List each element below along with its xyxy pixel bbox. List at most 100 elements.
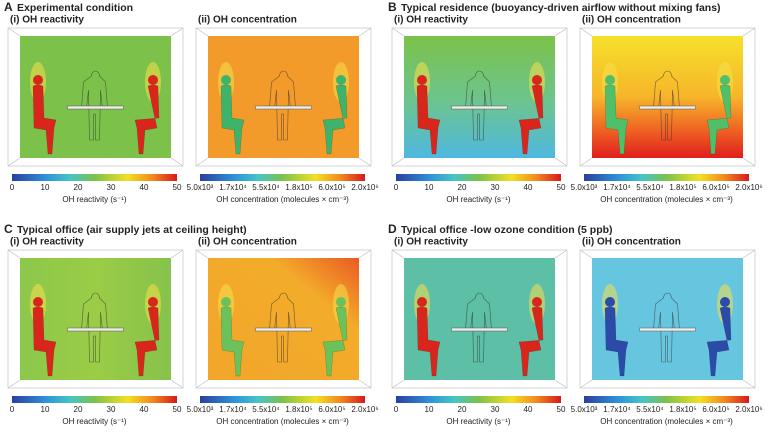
colorbar-label: OH concentration (molecules × cm⁻³) [216, 195, 349, 204]
colorbar-label: OH concentration (molecules × cm⁻³) [216, 417, 349, 426]
table [451, 327, 508, 332]
simulation-image [195, 249, 372, 389]
colorbar-tick-label: 0 [10, 405, 15, 414]
person [416, 306, 441, 377]
simulation-image [391, 27, 568, 167]
colorbar-tick-label: 2.0x10⁶ [351, 405, 378, 414]
subplot-label: (i) OH reactivity [394, 237, 468, 248]
head [605, 75, 615, 85]
table [67, 105, 124, 110]
colorbar-tick-label: 5.5x10⁴ [636, 405, 664, 414]
colorbar-tick-label: 1.8x10⁵ [285, 183, 312, 192]
person [604, 306, 629, 377]
simulation-image [7, 249, 184, 389]
colorbar-tick-label: 1.8x10⁵ [285, 405, 312, 414]
colorbar-tick-label: 10 [425, 405, 434, 414]
colorbar-tick-label: 1.7x10⁴ [603, 183, 631, 192]
room-edges [391, 249, 568, 389]
person [220, 306, 245, 377]
colorbar-tick-label: 50 [173, 183, 182, 192]
head [720, 297, 730, 307]
colorbar-tick-label: 0 [394, 183, 399, 192]
colorbar-tick-label: 2.0x10⁶ [735, 183, 762, 192]
colorbar [12, 174, 177, 181]
head [605, 297, 615, 307]
head [221, 297, 231, 307]
colorbar-tick-label: 6.0x10⁵ [318, 183, 345, 192]
colorbar-tick-label: 40 [140, 183, 149, 192]
subplot-label: (ii) OH concentration [582, 15, 681, 26]
simulation-image [579, 27, 756, 167]
head [417, 75, 427, 85]
panel-letter: D [388, 222, 397, 236]
colorbar-tick-label: 5.0x10³ [187, 183, 214, 192]
colorbar-label: OH reactivity (s⁻¹) [446, 417, 511, 426]
colorbar-tick-label: 20 [74, 405, 83, 414]
colorbar-tick-label: 6.0x10⁵ [702, 405, 729, 414]
head [148, 297, 158, 307]
colorbar-tick-label: 2.0x10⁶ [735, 405, 762, 414]
person [416, 84, 441, 155]
head [336, 297, 346, 307]
colorbar-tick-label: 10 [41, 183, 50, 192]
colorbar-tick-label: 50 [557, 183, 566, 192]
colorbar-tick-label: 1.8x10⁵ [669, 183, 696, 192]
colorbar-tick-label: 50 [173, 405, 182, 414]
colorbar-label: OH concentration (molecules × cm⁻³) [600, 417, 733, 426]
colorbar-tick-label: 2.0x10⁶ [351, 183, 378, 192]
person [220, 84, 245, 155]
table [639, 327, 696, 332]
colorbar-tick-label: 40 [140, 405, 149, 414]
head [33, 297, 43, 307]
person [604, 84, 629, 155]
person [706, 306, 732, 377]
colorbar [12, 396, 177, 403]
colorbar-tick-label: 1.7x10⁴ [603, 405, 631, 414]
head [532, 75, 542, 85]
colorbar-tick-label: 10 [41, 405, 50, 414]
room-edges [195, 27, 372, 167]
colorbar-tick-label: 30 [491, 183, 500, 192]
table [255, 105, 312, 110]
colorbar-tick-label: 10 [425, 183, 434, 192]
colorbar-tick-label: 0 [394, 405, 399, 414]
person [322, 306, 348, 377]
colorbar-tick-label: 20 [458, 405, 467, 414]
colorbar [396, 174, 561, 181]
person [518, 306, 544, 377]
subplot-label: (i) OH reactivity [10, 15, 84, 26]
room-edges [579, 27, 756, 167]
colorbar-tick-label: 6.0x10⁵ [318, 405, 345, 414]
colorbar-label: OH concentration (molecules × cm⁻³) [600, 195, 733, 204]
colorbar [396, 396, 561, 403]
head [417, 297, 427, 307]
colorbar-tick-label: 6.0x10⁵ [702, 183, 729, 192]
colorbar [200, 174, 365, 181]
person [32, 84, 57, 155]
colorbar-tick-label: 50 [557, 405, 566, 414]
colorbar-tick-label: 5.0x10³ [187, 405, 214, 414]
simulation-image [195, 27, 372, 167]
person [134, 84, 160, 155]
colorbar-tick-label: 30 [107, 405, 116, 414]
colorbar-tick-label: 5.0x10³ [571, 405, 598, 414]
colorbar-tick-label: 30 [107, 183, 116, 192]
subplot-label: (i) OH reactivity [394, 15, 468, 26]
colorbar-tick-label: 20 [458, 183, 467, 192]
panel-letter: C [4, 222, 13, 236]
colorbar [200, 396, 365, 403]
room-edges [7, 27, 184, 167]
person [706, 84, 732, 155]
colorbar-tick-label: 20 [74, 183, 83, 192]
subplot-label: (ii) OH concentration [198, 15, 297, 26]
colorbar-label: OH reactivity (s⁻¹) [446, 195, 511, 204]
panel-title: Typical office -low ozone condition (5 p… [401, 224, 613, 236]
subplot-label: (ii) OH concentration [198, 237, 297, 248]
person [518, 84, 544, 155]
colorbar-tick-label: 5.5x10⁴ [636, 183, 664, 192]
panel-letter: A [4, 0, 13, 14]
head [720, 75, 730, 85]
table [639, 105, 696, 110]
subplot-label: (i) OH reactivity [10, 237, 84, 248]
